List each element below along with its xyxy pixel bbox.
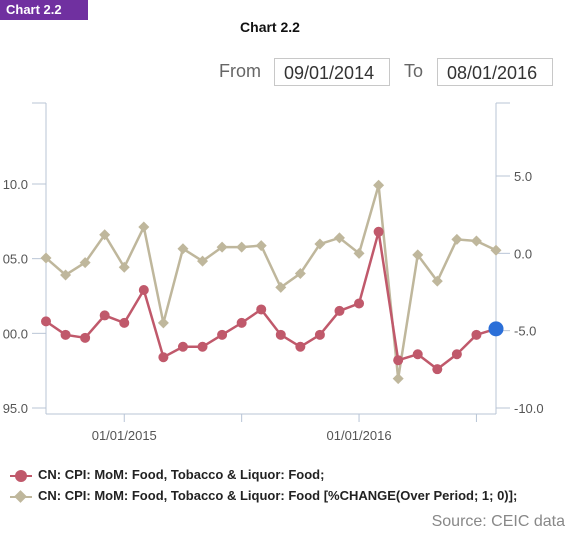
from-date-input[interactable]: 09/01/2014 (274, 58, 390, 86)
series2-point (177, 243, 189, 255)
series1-point (80, 332, 91, 343)
series1-point (177, 341, 188, 352)
to-label: To (404, 61, 424, 81)
series1-point (60, 329, 71, 340)
series2-point (40, 252, 52, 264)
series1-point (99, 310, 110, 321)
x-tick-label: 01/01/2015 (92, 428, 157, 443)
right-tick-label: -5.0 (514, 324, 536, 339)
series2-point (216, 241, 228, 253)
series2-point (138, 221, 150, 233)
series1-point (119, 317, 130, 328)
series1-point (158, 352, 169, 363)
series1-point (471, 329, 482, 340)
series1-point (412, 349, 423, 360)
series2-point (431, 275, 443, 287)
legend-item-series2[interactable]: CN: CPI: MoM: Food, Tobacco & Liquor: Fo… (10, 488, 517, 503)
left-tick-label: 00.0 (3, 326, 28, 341)
series1-point (295, 341, 306, 352)
series2-point (333, 232, 345, 244)
left-tick-label: 10.0 (3, 177, 28, 192)
series2-point (353, 247, 365, 259)
series2-point (490, 244, 502, 256)
series1-point (41, 316, 51, 327)
left-tick-label: 95.0 (3, 401, 28, 416)
chart-title: Chart 2.2 (240, 19, 300, 35)
legend-item-series1[interactable]: CN: CPI: MoM: Food, Tobacco & Liquor: Fo… (10, 467, 324, 482)
series2-point (157, 317, 169, 329)
series2-point (255, 240, 267, 252)
series1-point (354, 298, 365, 309)
series1-point (334, 305, 345, 316)
series2-point (118, 261, 130, 273)
series1-point (197, 341, 208, 352)
series1-point (256, 304, 267, 315)
series1-point-highlighted (488, 321, 504, 337)
to-date-input[interactable]: 08/01/2016 (437, 58, 553, 86)
series1-point (138, 285, 149, 296)
series2-point (451, 233, 463, 245)
series2-point (412, 249, 424, 261)
series1-point (314, 329, 325, 340)
series1-point (373, 226, 384, 237)
series1-point (393, 355, 404, 366)
series1-point (275, 329, 286, 340)
from-label: From (219, 61, 261, 81)
series2-point (470, 235, 482, 247)
series2-point (79, 257, 91, 269)
series1-point (236, 317, 247, 328)
legend-label-series1: CN: CPI: MoM: Food, Tobacco & Liquor: Fo… (38, 467, 325, 482)
series1-point (451, 349, 462, 360)
legend-marker-diamond-icon (10, 489, 32, 503)
legend-marker-circle-icon (10, 469, 32, 482)
right-tick-label: 5.0 (514, 169, 532, 184)
series2-point (275, 281, 287, 293)
series2-point (373, 179, 385, 191)
x-tick-label: 01/01/2016 (327, 428, 392, 443)
source-note: Source: CEIC data (431, 513, 565, 530)
series2-point (314, 238, 326, 250)
right-tick-label: 0.0 (514, 246, 532, 261)
series1-line (45, 231, 497, 371)
series2-point (197, 255, 209, 267)
series2-point (294, 267, 306, 279)
series2-line (45, 184, 497, 379)
chart-badge: Chart 2.2 (0, 0, 88, 20)
left-tick-label: 05.0 (3, 252, 28, 267)
right-tick-label: -10.0 (514, 401, 544, 416)
series2-point (236, 241, 248, 253)
series1-point (432, 364, 443, 375)
series2-point (392, 373, 404, 385)
series1-point (217, 329, 228, 340)
series2-point (99, 229, 111, 241)
legend-label-series2: CN: CPI: MoM: Food, Tobacco & Liquor: Fo… (38, 488, 518, 503)
series2-point (60, 269, 72, 281)
